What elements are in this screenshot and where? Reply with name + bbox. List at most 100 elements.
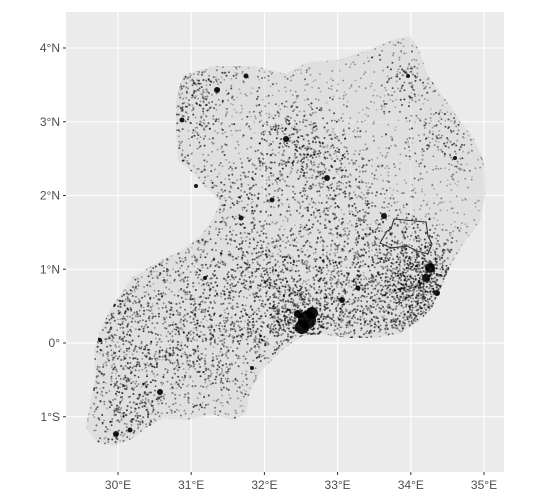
density-point bbox=[378, 146, 380, 149]
density-point bbox=[303, 306, 306, 309]
density-point bbox=[376, 157, 379, 160]
density-point bbox=[140, 276, 143, 278]
density-point bbox=[343, 213, 345, 216]
density-point bbox=[237, 129, 239, 132]
density-point bbox=[222, 210, 225, 213]
density-point bbox=[463, 144, 466, 146]
density-point bbox=[258, 78, 261, 81]
density-point bbox=[333, 152, 335, 155]
density-point bbox=[273, 348, 276, 351]
density-point bbox=[474, 202, 477, 204]
density-point bbox=[334, 206, 337, 209]
density-point bbox=[275, 137, 278, 140]
density-point bbox=[266, 337, 269, 340]
density-point bbox=[196, 79, 199, 82]
density-point bbox=[316, 175, 319, 178]
density-point bbox=[295, 132, 298, 135]
density-point bbox=[187, 116, 190, 118]
density-point bbox=[221, 165, 224, 168]
density-point bbox=[305, 293, 307, 296]
density-point bbox=[449, 140, 452, 143]
density-point bbox=[173, 383, 176, 385]
density-point bbox=[196, 397, 199, 400]
density-point bbox=[446, 102, 448, 104]
density-point bbox=[267, 185, 270, 187]
density-point bbox=[319, 240, 322, 243]
density-point bbox=[407, 315, 410, 318]
density-point bbox=[312, 136, 315, 139]
density-point bbox=[433, 125, 436, 127]
density-point bbox=[217, 120, 220, 123]
density-point bbox=[292, 74, 295, 76]
density-point bbox=[224, 412, 227, 415]
density-point bbox=[190, 321, 193, 324]
density-point bbox=[258, 120, 261, 123]
density-point bbox=[368, 60, 370, 63]
density-point bbox=[245, 370, 248, 373]
density-point bbox=[437, 141, 440, 143]
density-point bbox=[244, 284, 247, 287]
density-point bbox=[214, 281, 217, 283]
density-point bbox=[239, 158, 242, 160]
density-point bbox=[116, 329, 119, 332]
density-point bbox=[323, 137, 326, 139]
density-point bbox=[364, 71, 367, 74]
density-point bbox=[451, 143, 454, 146]
density-point bbox=[276, 183, 279, 186]
density-point bbox=[335, 155, 338, 158]
density-point bbox=[385, 89, 387, 92]
density-point bbox=[162, 322, 164, 325]
density-point bbox=[251, 171, 254, 173]
density-point bbox=[455, 165, 458, 168]
density-point bbox=[306, 180, 309, 183]
density-point bbox=[408, 82, 411, 85]
density-point bbox=[321, 177, 324, 180]
density-point bbox=[419, 119, 422, 122]
density-point bbox=[281, 154, 284, 156]
density-point bbox=[272, 174, 275, 177]
density-point bbox=[124, 300, 126, 303]
density-point bbox=[202, 112, 205, 115]
density-point bbox=[373, 101, 376, 104]
density-point bbox=[203, 301, 206, 304]
density-point bbox=[257, 149, 259, 152]
density-point bbox=[206, 284, 208, 287]
density-point bbox=[331, 130, 334, 133]
density-point bbox=[438, 223, 441, 226]
density-point bbox=[320, 182, 323, 185]
density-point bbox=[361, 316, 364, 318]
density-point bbox=[267, 214, 270, 217]
density-point bbox=[464, 197, 466, 200]
density-point bbox=[260, 355, 263, 358]
density-point bbox=[338, 219, 340, 222]
density-point bbox=[271, 94, 274, 97]
density-point bbox=[182, 97, 185, 100]
density-point bbox=[260, 325, 263, 328]
density-point bbox=[277, 124, 280, 127]
density-point bbox=[282, 154, 285, 157]
density-point bbox=[319, 90, 322, 93]
density-point bbox=[450, 175, 453, 178]
density-point bbox=[230, 197, 233, 200]
density-point bbox=[141, 368, 144, 371]
density-point bbox=[212, 118, 215, 121]
density-point bbox=[250, 92, 253, 95]
density-point bbox=[174, 270, 177, 273]
density-point bbox=[244, 320, 247, 323]
density-point bbox=[326, 146, 329, 149]
density-point bbox=[274, 351, 277, 354]
density-point bbox=[367, 182, 370, 184]
density-point bbox=[315, 291, 318, 294]
density-point bbox=[342, 120, 344, 122]
density-point bbox=[274, 103, 277, 106]
density-point bbox=[341, 294, 343, 297]
density-point bbox=[326, 150, 329, 153]
density-point bbox=[442, 223, 444, 226]
density-point bbox=[395, 308, 397, 311]
density-point bbox=[444, 229, 447, 231]
density-point bbox=[199, 100, 202, 103]
density-point bbox=[284, 289, 287, 292]
density-point bbox=[247, 271, 250, 273]
density-point bbox=[247, 170, 250, 173]
density-point bbox=[328, 153, 331, 156]
